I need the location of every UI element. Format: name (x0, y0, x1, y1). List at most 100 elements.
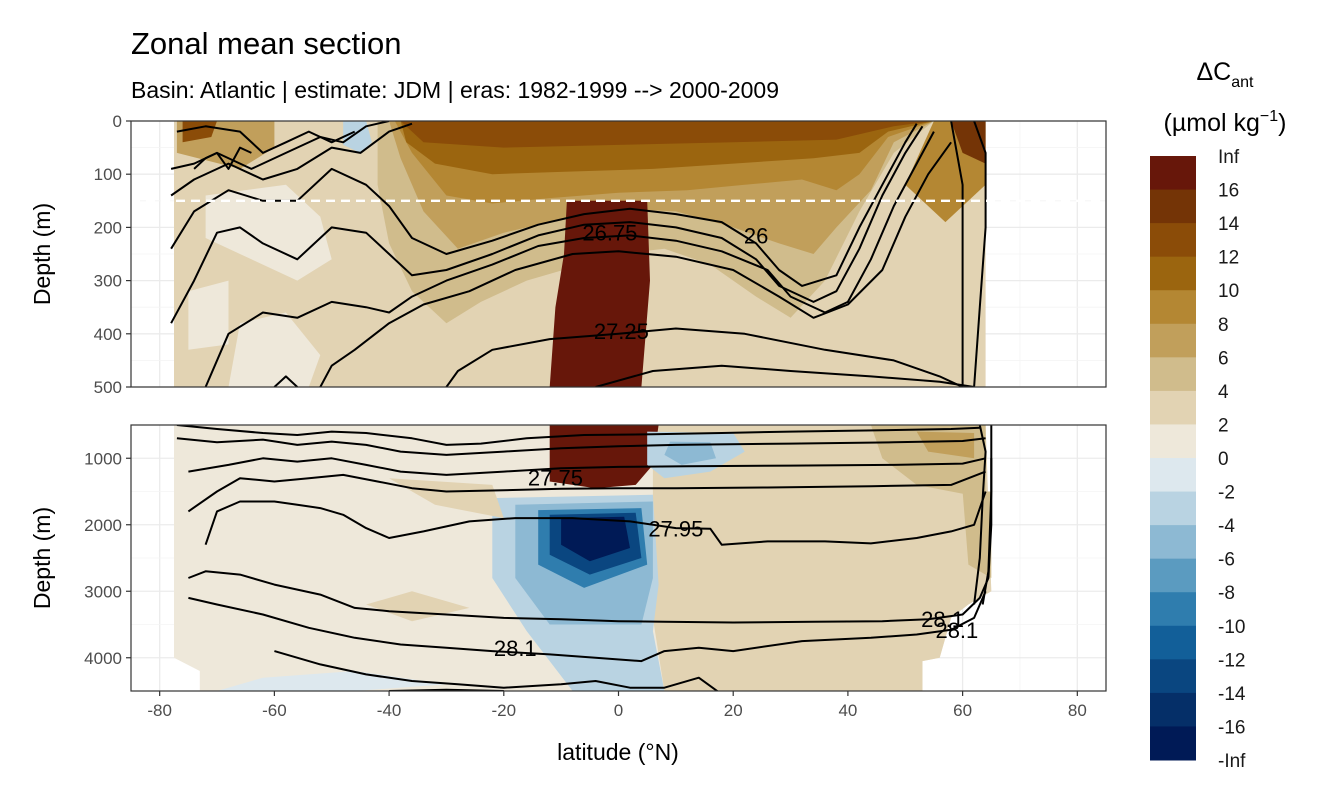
x-axis-label: latitude (°N) (557, 739, 679, 765)
legend-label: 16 (1218, 181, 1239, 202)
y-tick-label: 200 (94, 218, 122, 237)
isopycnal-line (170, 121, 390, 170)
legend-swatch (1150, 256, 1196, 291)
isopycnal-line (176, 437, 986, 456)
legend-swatch (1150, 491, 1196, 526)
legend-swatch (1150, 424, 1196, 459)
legend-label: 14 (1218, 214, 1240, 235)
field-region (400, 121, 934, 148)
isopycnal-line (176, 125, 356, 154)
legend-swatch (1150, 189, 1196, 224)
x-tick-label: -40 (377, 701, 402, 720)
isopycnal-line (319, 141, 952, 387)
isopycnal-line (981, 425, 993, 605)
field-region (549, 425, 659, 489)
contour-label: 26.75 (582, 221, 637, 246)
legend-swatch (1150, 525, 1196, 560)
legend-label: 8 (1218, 315, 1229, 336)
legend-label: 12 (1218, 248, 1239, 269)
y-tick-label: 100 (94, 165, 122, 184)
isopycnal-line (188, 590, 987, 663)
contour-label: 27.75 (528, 466, 583, 491)
legend-label: -10 (1218, 617, 1245, 638)
legend-title: ΔCant (1196, 58, 1254, 91)
legend-swatch (1150, 625, 1196, 660)
isopycnal-line (595, 364, 975, 387)
legend-unit: (µmol kg−1) (1164, 108, 1287, 137)
isopycnal-line (273, 375, 298, 387)
contour-label: 27.95 (648, 517, 703, 542)
legend-label: 0 (1218, 449, 1229, 470)
isopycnal-line (176, 425, 980, 446)
field-region (228, 312, 321, 387)
legend-label: 6 (1218, 348, 1229, 369)
x-tick-label: 0 (614, 701, 623, 720)
x-tick-label: 20 (724, 701, 743, 720)
legend-label: 2 (1218, 415, 1229, 436)
y-tick-label: 2000 (84, 516, 122, 535)
legend-label: -8 (1218, 583, 1235, 604)
isopycnal-line (274, 650, 719, 691)
field-region (664, 441, 716, 465)
isopycnal-line (445, 327, 964, 387)
legend-swatch (1150, 290, 1196, 325)
x-tick-label: -60 (262, 701, 287, 720)
isopycnal-line (973, 425, 987, 605)
legend-label: -Inf (1218, 751, 1246, 772)
legend-swatch (1150, 726, 1196, 761)
contour-label: 28.1 (494, 636, 537, 661)
legend-swatch (1150, 558, 1196, 593)
field-region (652, 425, 992, 691)
isopycnal-line (170, 122, 413, 197)
legend-label: 4 (1218, 382, 1229, 403)
field-region (217, 671, 447, 691)
legend-swatch (1150, 659, 1196, 694)
y-tick-label: 500 (94, 378, 122, 397)
contour-label: 28.1 (921, 607, 964, 632)
y-tick-label: 0 (113, 112, 122, 131)
isopycnal-line (170, 123, 918, 287)
legend-swatch (1150, 390, 1196, 425)
isopycnal-line (204, 131, 935, 387)
y-tick-label: 300 (94, 272, 122, 291)
legend-swatch (1150, 458, 1196, 493)
field-region (962, 491, 992, 578)
isopycnal-line (973, 121, 987, 387)
legend-swatch (1150, 223, 1196, 258)
x-tick-label: 80 (1068, 701, 1087, 720)
legend-swatch (1150, 357, 1196, 392)
contour-label: 28.1 (935, 618, 978, 643)
legend: ΔCant (µmol kg−1) Inf 16 14 12 10 8 6 4 2 0 -2 -4 -6… (1150, 58, 1286, 772)
legend-label: -14 (1218, 684, 1246, 705)
legend-swatch (1150, 156, 1196, 191)
field-region (549, 200, 650, 387)
isopycnal-line (204, 491, 987, 546)
contour-label: 27.25 (594, 319, 649, 344)
legend-swatch (1150, 692, 1196, 727)
x-tick-label: 40 (838, 701, 857, 720)
legend-label: -2 (1218, 483, 1235, 504)
x-tick-label: 60 (953, 701, 972, 720)
field-region (188, 280, 229, 350)
legend-label: -6 (1218, 550, 1235, 571)
chart-subtitle: Basin: Atlantic | estimate: JDM | eras: … (131, 77, 779, 103)
legend-label: Inf (1218, 147, 1240, 168)
field-region (561, 516, 630, 562)
y-axis-label-upper: Depth (m) (29, 203, 55, 305)
legend-label: -16 (1218, 717, 1245, 738)
x-tick-label: -20 (492, 701, 517, 720)
y-axis-label-lower: Depth (m) (29, 507, 55, 609)
legend-swatch (1150, 323, 1196, 358)
y-tick-label: 4000 (84, 649, 122, 668)
y-tick-label: 400 (94, 325, 122, 344)
panel-upper: 26.75 26 27.25 0 100 200 300 400 500 Depth (m) (29, 112, 1107, 397)
contour-label: 26 (744, 223, 768, 248)
field-region (916, 431, 975, 459)
legend-label: -4 (1218, 516, 1235, 537)
isopycnal-line (950, 121, 964, 387)
field-region (343, 121, 372, 153)
isopycnal-line (170, 125, 924, 324)
y-tick-label: 1000 (84, 449, 122, 468)
isopycnal-line (193, 146, 252, 170)
